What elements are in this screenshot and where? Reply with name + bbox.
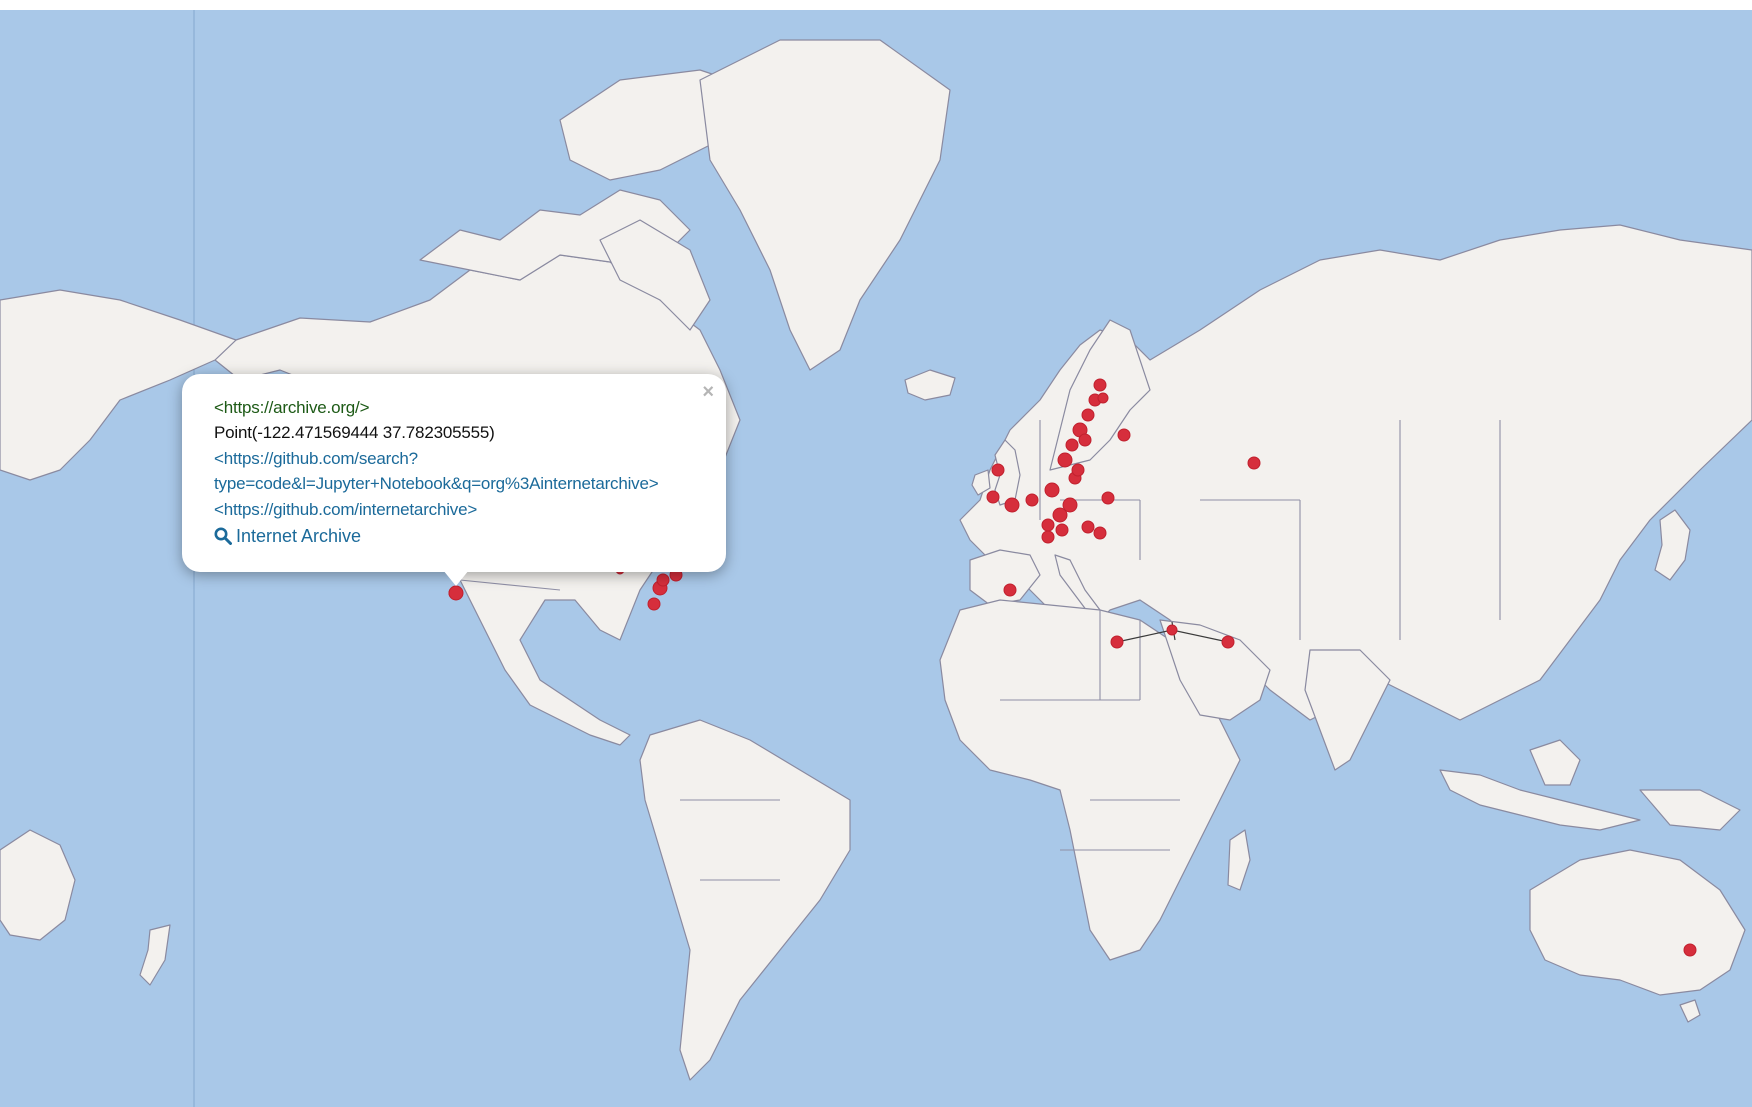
new-zealand [139, 924, 171, 986]
map-marker[interactable] [1065, 438, 1079, 452]
iceland [904, 369, 956, 401]
map-marker[interactable] [986, 490, 1000, 504]
close-icon[interactable]: × [702, 381, 714, 403]
map-marker[interactable] [1101, 491, 1115, 505]
tasmania [1679, 999, 1701, 1023]
selected-map-marker[interactable] [448, 585, 464, 601]
map-marker[interactable] [647, 597, 661, 611]
map-marker[interactable] [1041, 530, 1055, 544]
search-link-label: Internet Archive [236, 526, 362, 546]
alaska [0, 289, 237, 481]
iberian-peninsula [969, 549, 1041, 606]
map-marker[interactable] [1062, 497, 1078, 513]
map-marker[interactable] [1221, 635, 1235, 649]
map-marker[interactable] [1055, 523, 1069, 537]
australia [1529, 849, 1746, 996]
indonesia [1439, 769, 1641, 831]
map-marker[interactable] [656, 573, 670, 587]
map-marker[interactable] [1044, 482, 1060, 498]
map-marker[interactable] [1003, 583, 1017, 597]
borneo [1529, 739, 1581, 786]
map-marker[interactable] [1247, 456, 1261, 470]
south-america [639, 719, 851, 1081]
subject-uri: <https://archive.org/> [214, 398, 370, 417]
github-search-link-line2[interactable]: type=code&l=Jupyter+Notebook&q=org%3Aint… [214, 474, 659, 493]
map-marker[interactable] [1078, 433, 1092, 447]
map-marker[interactable] [1097, 392, 1109, 404]
map-marker[interactable] [1166, 624, 1178, 636]
new-guinea [1639, 789, 1741, 831]
japan [1654, 509, 1691, 581]
map-marker[interactable] [1117, 428, 1131, 442]
map-marker[interactable] [991, 463, 1005, 477]
ireland [971, 469, 991, 496]
geometry-value: Point(-122.471569444 37.782305555) [214, 423, 495, 442]
popup-pointer [443, 570, 469, 586]
map-marker[interactable] [1004, 497, 1020, 513]
australia-west-edge [0, 829, 76, 941]
github-search-link-line1[interactable]: <https://github.com/search? [214, 449, 418, 468]
map-marker[interactable] [1025, 493, 1039, 507]
baffin-island [599, 219, 711, 331]
greenland [699, 39, 951, 371]
search-link[interactable]: Internet Archive [214, 526, 361, 547]
map-marker[interactable] [1093, 526, 1107, 540]
map-marker[interactable] [1081, 520, 1095, 534]
indian-subcontinent [1304, 649, 1391, 771]
search-icon [214, 527, 232, 545]
github-org-link[interactable]: <https://github.com/internetarchive> [214, 500, 478, 519]
info-popup: × <https://archive.org/> Point(-122.4715… [182, 374, 726, 572]
map-marker[interactable] [1071, 463, 1085, 477]
map-marker[interactable] [1052, 507, 1068, 523]
arabian-peninsula [1159, 619, 1271, 721]
map-marker[interactable] [1081, 408, 1095, 422]
madagascar [1227, 829, 1251, 891]
map-marker[interactable] [1057, 452, 1073, 468]
map-marker[interactable] [1093, 378, 1107, 392]
map-marker[interactable] [1110, 635, 1124, 649]
map-marker[interactable] [1041, 518, 1055, 532]
map-marker[interactable] [1683, 943, 1697, 957]
